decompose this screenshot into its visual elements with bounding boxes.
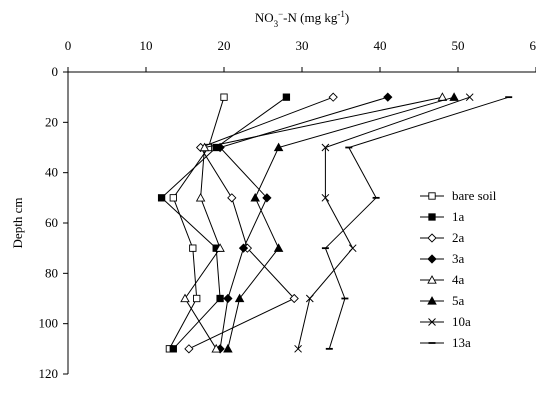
- y-tick-label: 120: [39, 366, 59, 381]
- legend-label: 5a: [452, 293, 465, 308]
- data-point: [234, 293, 245, 303]
- data-point: [215, 142, 225, 153]
- legend-item: 3a: [420, 251, 465, 266]
- data-point: [184, 344, 194, 354]
- data-point: [328, 92, 338, 102]
- axes: 0 10 20 30 40 50 60 0 20 40 60 80 100 120: [39, 38, 536, 381]
- legend-marker: [427, 254, 437, 264]
- y-axis-title: Depth cm: [10, 198, 25, 249]
- x-title-part: -N (mg kg: [283, 10, 338, 25]
- data-point: [189, 244, 197, 252]
- data-point: [321, 193, 330, 202]
- data-point: [195, 192, 206, 202]
- x-title-sup: -1: [337, 9, 345, 19]
- legend: bare soil 1a 2a 3a 4a 5a 10a 13a: [420, 188, 497, 350]
- data-point: [157, 194, 166, 202]
- data-point: [273, 243, 284, 252]
- data-point: [227, 193, 237, 203]
- legend-marker: [427, 275, 437, 284]
- legend-item: 4a: [420, 272, 465, 287]
- data-point: [193, 294, 201, 303]
- legend-marker: [428, 213, 436, 221]
- data-point: [223, 343, 233, 353]
- x-title-part: NO: [255, 10, 274, 25]
- data-point: [305, 294, 314, 303]
- y-tick-label: 100: [39, 316, 59, 331]
- legend-label: 3a: [452, 251, 465, 266]
- data-point: [220, 93, 228, 101]
- data-point: [289, 293, 299, 304]
- legend-label: 10a: [452, 314, 471, 329]
- legend-label: 4a: [452, 272, 465, 287]
- x-title-sup: −: [278, 9, 283, 19]
- legend-item: 5a: [420, 293, 465, 308]
- legend-marker: [428, 192, 436, 200]
- data-point: [199, 142, 210, 152]
- series-line: [297, 96, 470, 349]
- data-point: [449, 92, 459, 101]
- legend-label: 2a: [452, 230, 465, 245]
- data-point: [383, 92, 393, 102]
- legend-item: 10a: [420, 314, 471, 329]
- data-point: [169, 345, 177, 353]
- y-tick-label: 0: [52, 64, 59, 79]
- series-3a: [215, 92, 393, 354]
- data-point: [216, 294, 224, 303]
- series-10a: [294, 93, 474, 353]
- legend-marker: [427, 296, 437, 305]
- series-line: [188, 96, 334, 350]
- legend-item: bare soil: [420, 188, 497, 203]
- x-tick-label: 10: [140, 38, 153, 53]
- y-tick-label: 80: [45, 265, 58, 280]
- legend-marker: [427, 233, 437, 243]
- data-point: [250, 192, 260, 202]
- legend-label: bare soil: [452, 188, 497, 203]
- data-point: [294, 344, 302, 353]
- data-point: [321, 143, 330, 152]
- series-bare-soil: [165, 93, 228, 353]
- x-axis-title: NO3−-N (mg kg-1): [255, 9, 349, 29]
- x-tick-label: 0: [65, 38, 72, 53]
- x-tick-label: 40: [374, 38, 387, 53]
- data-point: [215, 243, 225, 252]
- data-point: [282, 93, 291, 101]
- series-13a: [321, 96, 513, 350]
- data-point: [223, 293, 233, 304]
- legend-label: 1a: [452, 209, 465, 224]
- series-line: [324, 96, 509, 349]
- x-tick-label: 30: [296, 38, 309, 53]
- series-2a: [184, 92, 338, 354]
- x-tick-label: 50: [452, 38, 465, 53]
- y-tick-label: 60: [45, 215, 58, 230]
- data-point: [273, 142, 284, 152]
- legend-item: 2a: [420, 230, 465, 245]
- data-point: [262, 193, 272, 203]
- series-5a: [223, 92, 459, 353]
- legend-item: 13a: [420, 335, 471, 350]
- y-tick-label: 40: [45, 165, 58, 180]
- x-tick-label: 60: [530, 38, 536, 53]
- series-layer: [157, 92, 513, 354]
- series-line: [227, 96, 455, 349]
- x-tick-label: 20: [218, 38, 231, 53]
- x-title-sub: 3: [274, 19, 279, 29]
- data-point: [348, 244, 357, 253]
- series-line: [219, 96, 388, 349]
- data-point: [169, 194, 177, 202]
- legend-marker: [428, 318, 436, 326]
- data-point: [211, 343, 221, 353]
- y-tick-label: 20: [45, 114, 58, 129]
- data-point: [465, 93, 474, 102]
- series-line: [160, 96, 287, 350]
- legend-item: 1a: [420, 209, 465, 224]
- data-point: [180, 293, 190, 303]
- data-point: [238, 243, 249, 253]
- series-line: [168, 97, 225, 350]
- legend-label: 13a: [452, 335, 471, 350]
- x-title-part: ): [345, 10, 349, 25]
- series-line: [184, 96, 443, 350]
- series-4a: [180, 92, 448, 353]
